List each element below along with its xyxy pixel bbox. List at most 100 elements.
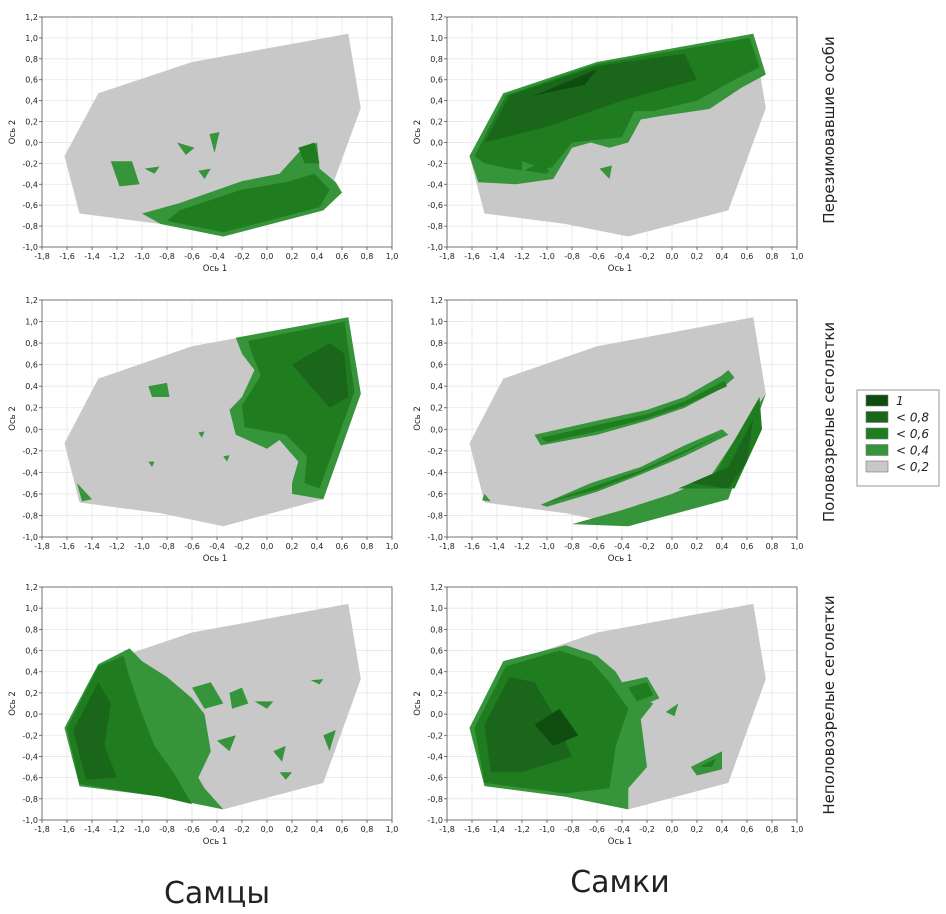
x-tick-label: -1,6	[59, 542, 75, 551]
panel-6: -1,8 -1,6 -1,4 -1,2 -1,0 -0,8 -0,6 -0,4 -0,2 0,0 0…	[413, 583, 803, 847]
y-tick-label: -0,6	[22, 774, 38, 783]
x-tick-label: 0,8	[361, 252, 374, 261]
x-tick-label: -0,4	[614, 252, 630, 261]
y-tick-label: 0,2	[25, 689, 38, 698]
y-tick-label: 1,0	[430, 34, 443, 43]
row-label-immature-yearlings: Неполовозрелые сеголетки	[820, 595, 838, 814]
legend: 1 < 0,8 < 0,6 < 0,4 < 0,2	[856, 389, 940, 487]
panel-3: -1,8 -1,6 -1,4 -1,2 -1,0 -0,8 -0,6 -0,4 -0,2 0,0 0…	[8, 296, 398, 564]
y-tick-label: -0,4	[22, 752, 38, 761]
x-tick-label: -1,2	[109, 542, 125, 551]
density-region-level-08	[292, 343, 349, 408]
x-tick-label: 0,8	[361, 825, 374, 834]
x-tick-label: -1,4	[84, 252, 100, 261]
density-region-level-04	[482, 493, 491, 502]
y-tick-label: 0,0	[25, 710, 38, 719]
y-tick-label: 0,2	[430, 404, 443, 413]
y-tick-label: 1,2	[25, 583, 38, 592]
y-tick-label: -0,6	[427, 490, 443, 499]
x-tick-label: -1,8	[439, 825, 455, 834]
x-tick-label: 1,0	[791, 825, 804, 834]
x-tick-label: -1,2	[109, 825, 125, 834]
density-region-level-04	[254, 701, 274, 709]
x-tick-label: -1,2	[514, 542, 530, 551]
density-region-level-06	[167, 173, 330, 233]
density-region-level-04	[192, 682, 224, 709]
y-tick-label: 0,4	[430, 382, 443, 391]
density-region-level-04	[323, 730, 336, 752]
panel-4: -1,8 -1,6 -1,4 -1,2 -1,0 -0,8 -0,6 -0,4 -0,2 0,0 0…	[413, 296, 803, 564]
y-tick-label: 0,4	[430, 668, 443, 677]
x-axis-title: Ось 1	[203, 264, 227, 274]
density-region-level-06	[628, 682, 654, 702]
y-axis-title: Ось 2	[413, 406, 423, 430]
y-tick-label: 0,2	[430, 689, 443, 698]
x-tick-label: -1,4	[84, 542, 100, 551]
density-region-level-04	[690, 751, 722, 776]
x-tick-label: 0,6	[741, 542, 754, 551]
x-tick-label: 0,0	[261, 252, 274, 261]
x-tick-label: -1,8	[34, 825, 50, 834]
x-tick-label: 0,0	[666, 252, 679, 261]
x-tick-label: 0,4	[311, 542, 324, 551]
y-tick-label: 0,6	[25, 647, 38, 656]
y-tick-label: -1,0	[427, 533, 443, 542]
y-tick-label: 1,2	[430, 13, 443, 22]
x-tick-label: -0,8	[159, 542, 175, 551]
x-tick-label: -1,4	[489, 825, 505, 834]
x-tick-label: -1,0	[539, 542, 555, 551]
x-tick-label: 0,4	[716, 542, 729, 551]
y-tick-label: -0,4	[427, 468, 443, 477]
y-tick-label: -0,2	[427, 447, 443, 456]
x-tick-label: 0,8	[361, 542, 374, 551]
y-tick-label: 0,6	[430, 361, 443, 370]
y-tick-label: 1,2	[430, 583, 443, 592]
y-tick-label: -0,6	[427, 201, 443, 210]
y-tick-label: 0,8	[430, 339, 443, 348]
y-axis-title: Ось 2	[8, 406, 18, 430]
panel-1: -1,8 -1,6 -1,4 -1,2 -1,0 -0,8 -0,6 -0,4 -0,2 0,0 0…	[8, 13, 398, 274]
y-tick-label: -0,4	[427, 180, 443, 189]
density-region-level-04	[177, 142, 195, 155]
density-region-level-04	[665, 703, 679, 717]
y-tick-label: -0,8	[22, 795, 38, 804]
y-tick-label: 0,8	[25, 339, 38, 348]
density-region-level-08	[484, 677, 572, 773]
y-tick-label: -0,8	[427, 222, 443, 231]
y-tick-label: 1,0	[25, 318, 38, 327]
y-axis-title: Ось 2	[413, 691, 423, 715]
legend-swatch	[865, 444, 889, 456]
y-tick-label: 0,0	[25, 138, 38, 147]
y-tick-label: 0,4	[25, 382, 38, 391]
y-tick-label: 0,6	[25, 361, 38, 370]
density-region-level-04	[572, 393, 766, 527]
y-tick-label: -0,4	[22, 180, 38, 189]
y-tick-label: 0,8	[25, 55, 38, 64]
x-tick-label: -0,8	[159, 825, 175, 834]
x-tick-label: -1,8	[439, 252, 455, 261]
y-tick-label: 0,6	[430, 647, 443, 656]
x-tick-label: 0,2	[691, 252, 704, 261]
x-axis-title: Ось 1	[608, 837, 632, 847]
x-tick-label: -0,8	[564, 252, 580, 261]
x-tick-label: -0,2	[639, 542, 655, 551]
y-tick-label: -0,2	[22, 731, 38, 740]
x-tick-label: -1,4	[489, 542, 505, 551]
y-axis-title: Ось 2	[8, 120, 18, 144]
density-region-level-04	[198, 431, 205, 438]
y-tick-label: 1,0	[430, 318, 443, 327]
y-tick-label: -0,2	[427, 731, 443, 740]
y-tick-label: -1,0	[22, 533, 38, 542]
density-region-level-04	[547, 165, 557, 174]
x-tick-label: -0,8	[564, 542, 580, 551]
y-tick-label: 0,8	[430, 625, 443, 634]
x-tick-label: -0,6	[184, 542, 200, 551]
x-tick-label: -0,4	[614, 825, 630, 834]
x-tick-label: -1,8	[439, 542, 455, 551]
density-region-level-04	[522, 161, 535, 172]
density-region-level-08	[484, 53, 697, 143]
y-tick-label: 1,0	[430, 604, 443, 613]
y-tick-label: 0,0	[430, 710, 443, 719]
density-region-level-04	[603, 506, 672, 525]
density-region-level-04	[310, 679, 324, 685]
